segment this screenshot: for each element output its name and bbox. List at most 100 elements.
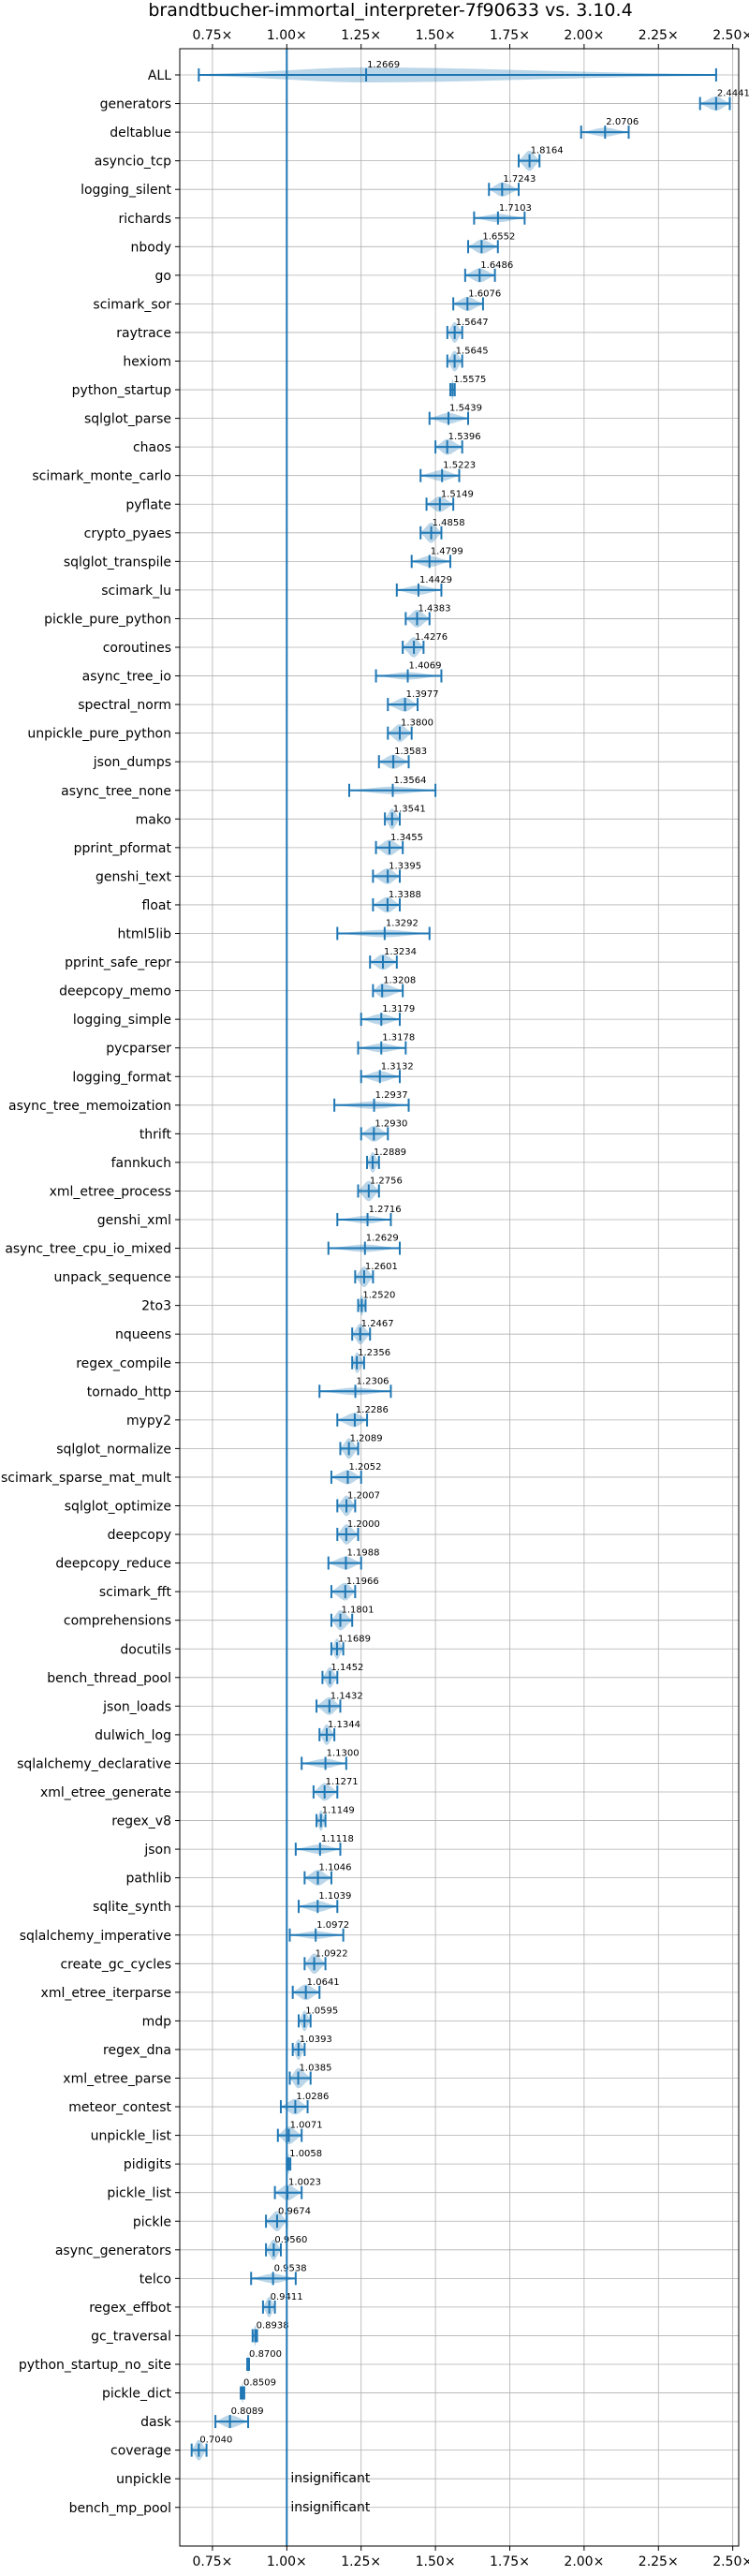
benchmark-label: sqlite_synth	[93, 1900, 171, 1915]
benchmark-label: json	[143, 1843, 171, 1858]
median-value-label: 1.5575	[453, 375, 486, 385]
x-tick-label-top: 1.50×	[416, 28, 456, 43]
median-value-label: 1.0071	[290, 2121, 323, 2131]
x-axis-ticks: 0.75× 0.75× 1.00× 1.00× 1.25× 1.25× 1.50× 1.50×…	[175, 28, 749, 2569]
benchmark-label: pprint_safe_repr	[65, 955, 171, 970]
grid-layer	[180, 49, 739, 2546]
benchmark-label: python_startup_no_site	[19, 2358, 171, 2373]
benchmark-label: pickle_dict	[102, 2387, 172, 2402]
median-value-label: 0.8938	[257, 2320, 289, 2331]
benchmark-label: fannkuch	[111, 1156, 171, 1171]
median-value-label: 1.1689	[338, 1634, 371, 1644]
median-value-label: 1.2052	[348, 1462, 381, 1473]
median-value-label: 1.2007	[347, 1491, 380, 1502]
x-tick-label-bottom: 2.50×	[712, 2554, 749, 2569]
benchmark-label: python_startup	[72, 383, 171, 398]
benchmark-label: scimark_sor	[93, 297, 171, 312]
benchmark-label: json_dumps	[93, 755, 171, 770]
insignificant-label: insignificant	[290, 2471, 371, 2486]
benchmark-label: xml_etree_iterparse	[41, 1986, 171, 2001]
benchmark-label: bench_thread_pool	[47, 1671, 171, 1686]
benchmark-label: regex_v8	[111, 1814, 171, 1829]
benchmark-label: pidigits	[124, 2157, 171, 2172]
benchmark-label: scimark_monte_carlo	[32, 469, 171, 484]
benchmark-label: pyflate	[125, 497, 171, 512]
benchmark-label: crypto_pyaes	[84, 526, 171, 541]
median-value-label: 1.0972	[316, 1920, 349, 1931]
median-value-label: 0.7040	[199, 2435, 232, 2446]
median-value-label: 1.2756	[370, 1176, 403, 1186]
median-value-label: 1.4276	[415, 632, 448, 643]
median-value-label: 1.1039	[318, 1891, 351, 1902]
violins-layer	[190, 67, 731, 2461]
median-value-label: 1.6076	[468, 289, 501, 299]
median-value-label: 0.8089	[231, 2406, 264, 2417]
x-tick-label-top: 2.25×	[639, 28, 679, 43]
benchmark-label: deepcopy_reduce	[55, 1557, 171, 1572]
benchmark-label: async_tree_io	[82, 670, 171, 685]
benchmark-label: async_tree_cpu_io_mixed	[5, 1242, 171, 1257]
benchmark-label: deltablue	[110, 126, 171, 141]
median-value-label: 1.1966	[346, 1577, 379, 1587]
benchmark-label: pickle_list	[107, 2186, 171, 2201]
benchmark-label: regex_effbot	[89, 2301, 171, 2316]
x-tick-label-bottom: 1.75×	[490, 2554, 530, 2569]
benchmark-label: xml_etree_process	[50, 1184, 171, 1199]
median-value-label: 1.3234	[384, 947, 417, 957]
median-value-label: 0.9538	[274, 2263, 307, 2273]
benchmark-label: genshi_text	[95, 869, 172, 884]
value-labels-layer: 1.2669 2.4441 2.0706 1.8164 1.7243 1.7103 1.65…	[199, 60, 749, 2515]
benchmark-label: gc_traversal	[91, 2329, 171, 2344]
median-value-label: 1.1801	[342, 1606, 374, 1616]
median-value-label: 0.8509	[243, 2378, 276, 2389]
median-value-label: 1.5149	[441, 489, 474, 499]
median-value-label: 0.8700	[249, 2349, 282, 2360]
median-value-label: 1.3541	[393, 804, 426, 814]
median-value-label: 1.3800	[401, 718, 433, 729]
benchmark-label: regex_compile	[76, 1356, 171, 1371]
benchmark-label: sqlalchemy_imperative	[20, 1929, 171, 1944]
benchmark-label: logging_format	[72, 1070, 171, 1085]
insignificant-label: insignificant	[290, 2500, 371, 2515]
benchmark-label: sqlglot_transpile	[64, 555, 171, 570]
median-value-label: 1.2356	[358, 1348, 390, 1358]
benchmark-label: dask	[140, 2415, 172, 2430]
median-value-label: 1.3292	[386, 919, 419, 929]
benchmark-label: chaos	[133, 440, 171, 455]
x-tick-label-top: 2.50×	[712, 28, 749, 43]
median-value-label: 1.1452	[330, 1663, 363, 1673]
benchmark-label: ALL	[148, 68, 171, 83]
median-value-label: 1.5223	[443, 461, 476, 471]
median-value-label: 1.0922	[316, 1948, 348, 1959]
benchmark-label: xml_etree_generate	[40, 1785, 171, 1800]
benchmark-label: generators	[100, 97, 171, 112]
median-value-label: 1.1046	[319, 1863, 352, 1873]
benchmark-label: deepcopy	[108, 1528, 171, 1543]
median-value-label: 1.1344	[328, 1720, 360, 1730]
benchmark-label: go	[155, 269, 171, 284]
benchmark-label: bench_mp_pool	[69, 2501, 171, 2516]
median-value-label: 1.4383	[419, 603, 451, 614]
median-value-label: 0.9674	[278, 2206, 311, 2216]
benchmark-label: 2to3	[141, 1299, 171, 1314]
median-value-label: 1.3178	[382, 1033, 415, 1044]
x-tick-label-top: 1.75×	[490, 28, 530, 43]
median-value-label: 1.1271	[326, 1777, 359, 1787]
median-value-label: 1.2520	[362, 1291, 395, 1301]
benchmark-label: pathlib	[126, 1872, 172, 1887]
benchmark-label: nbody	[131, 240, 172, 255]
median-value-label: 1.2306	[357, 1376, 389, 1386]
median-value-label: 2.0706	[606, 117, 639, 127]
benchmark-label: sqlglot_parse	[84, 412, 171, 427]
median-value-label: 1.3564	[393, 776, 426, 786]
median-value-label: 1.2629	[366, 1234, 399, 1244]
median-value-label: 1.5647	[456, 318, 489, 328]
benchmark-label: mypy2	[126, 1414, 171, 1429]
median-value-label: 1.8164	[531, 146, 564, 156]
benchmark-label: dulwich_log	[95, 1728, 171, 1743]
benchmark-label: unpickle_pure_python	[27, 727, 171, 742]
benchmark-label: mako	[136, 812, 171, 827]
median-value-label: 1.0385	[300, 2064, 332, 2074]
benchmark-label: json_loads	[102, 1699, 171, 1714]
